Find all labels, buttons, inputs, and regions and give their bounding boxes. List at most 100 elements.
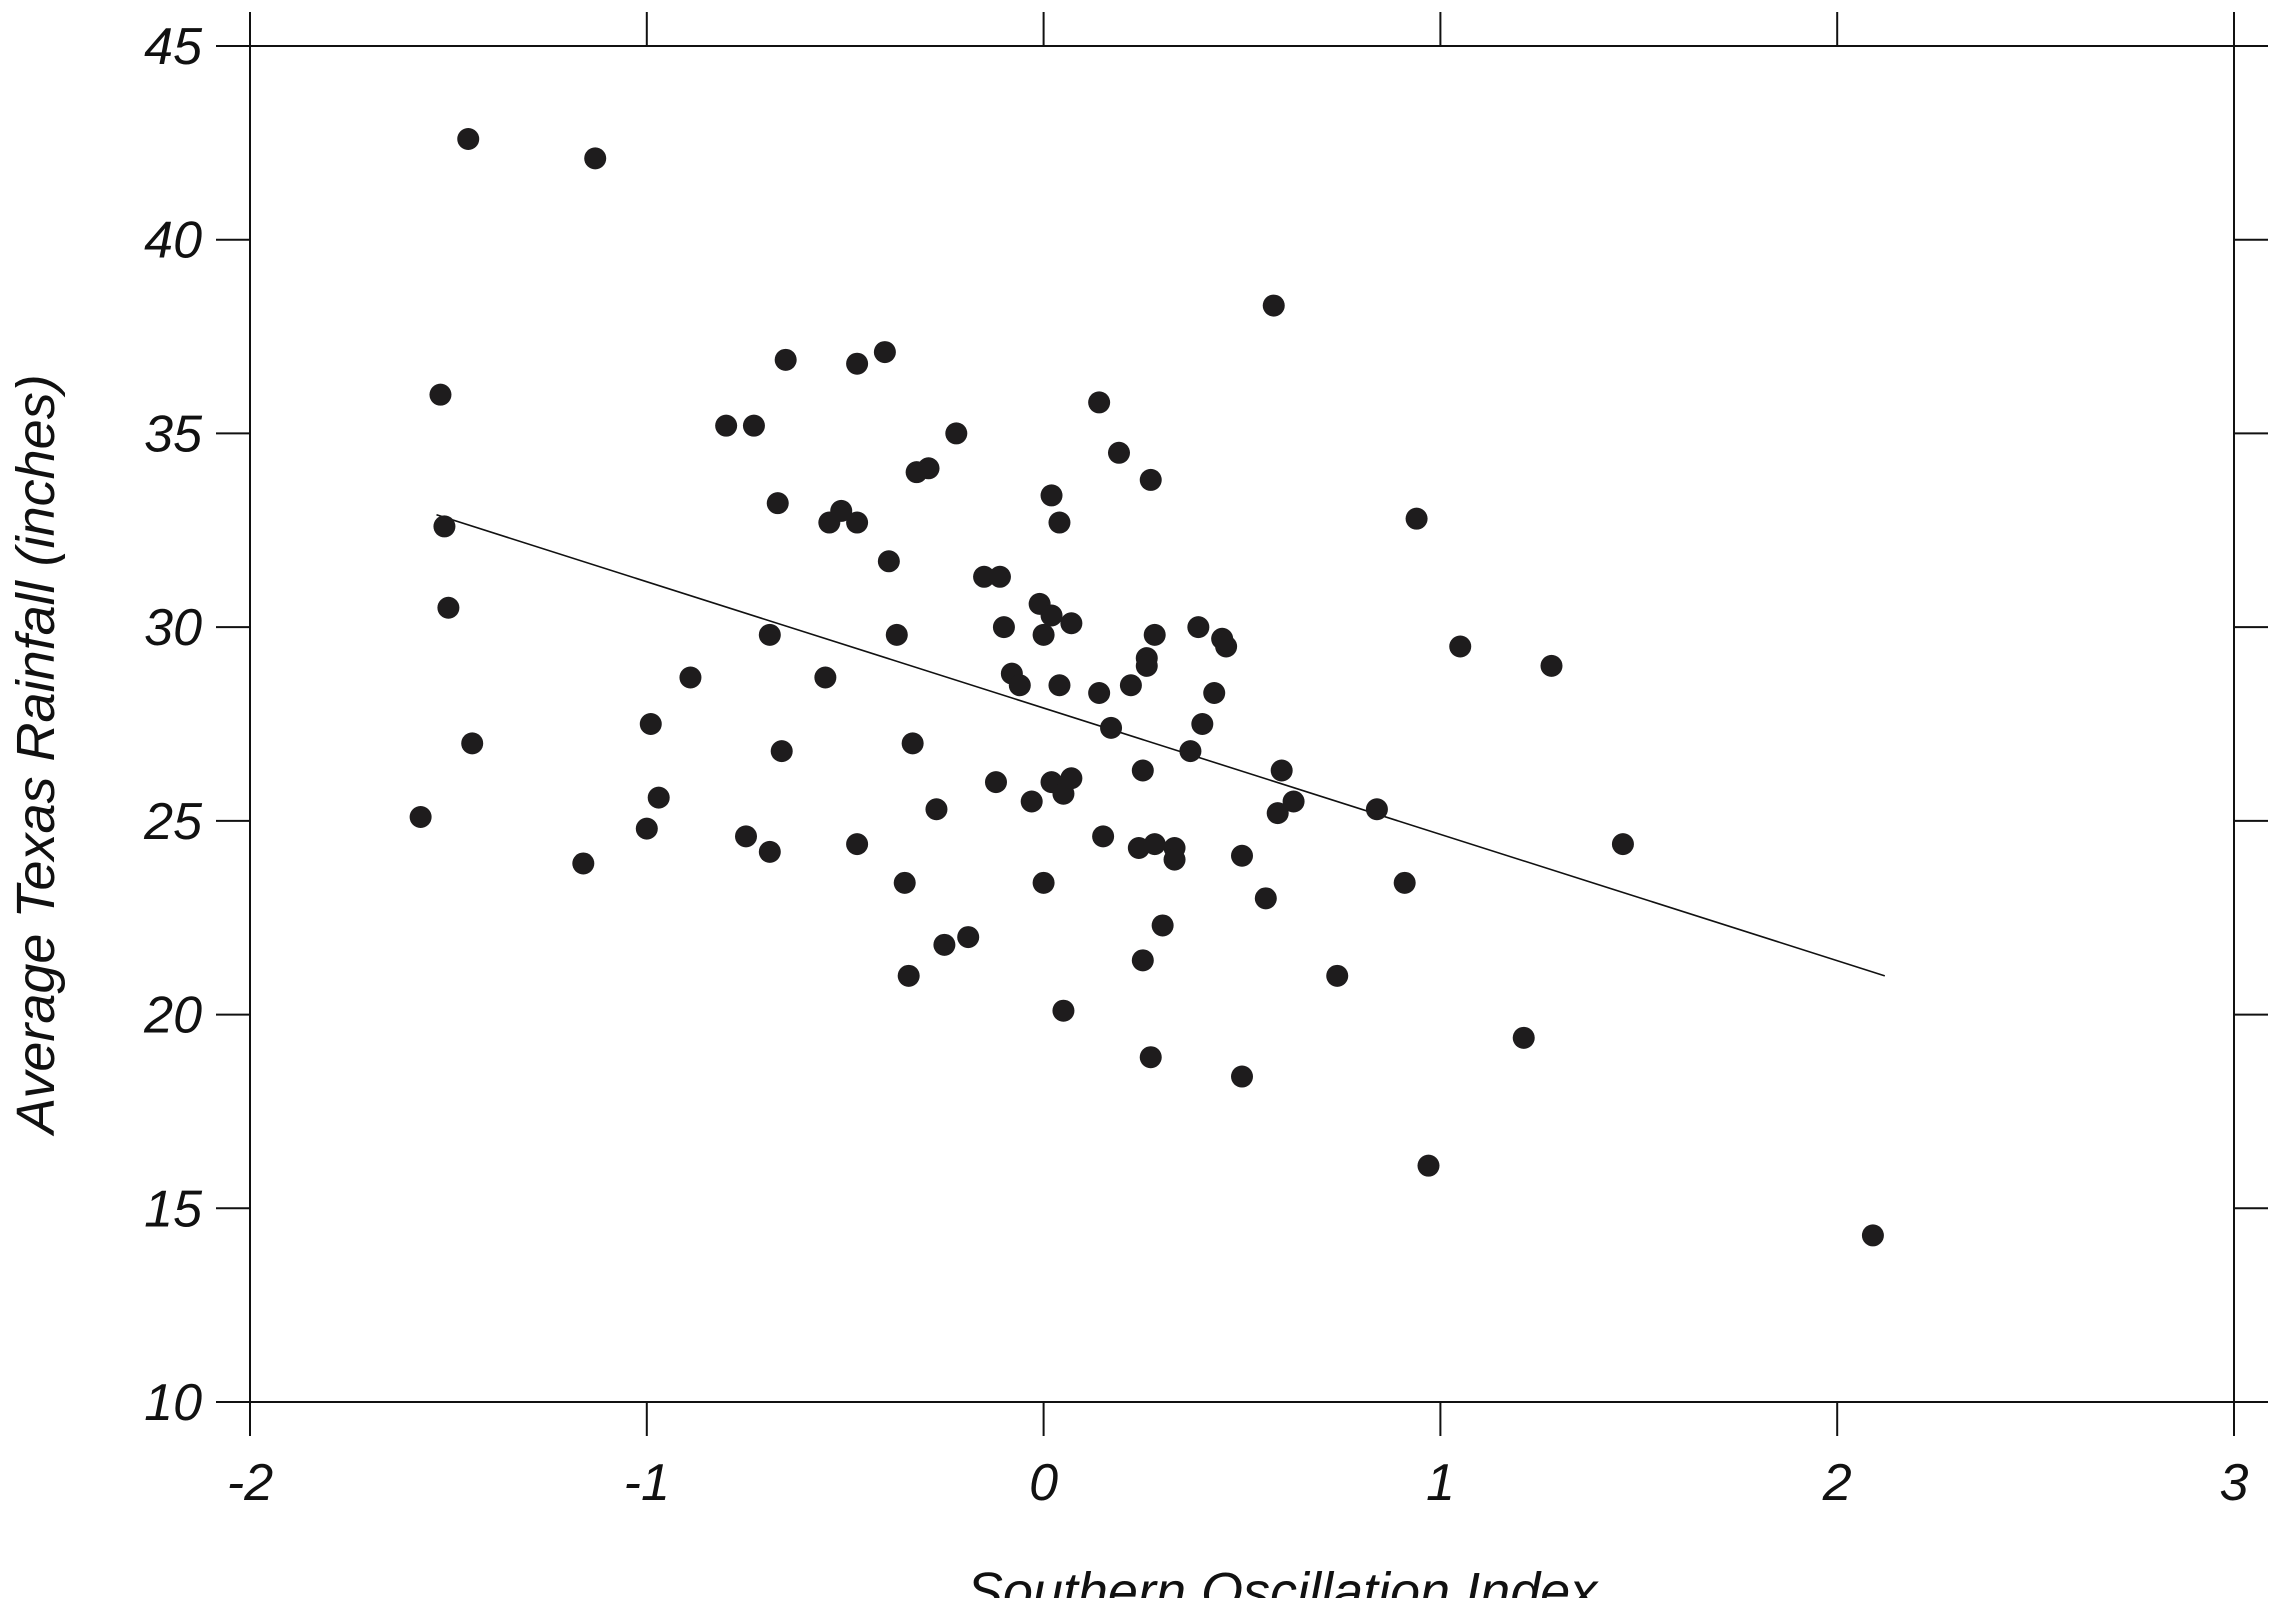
data-point bbox=[1262, 294, 1285, 317]
data-point bbox=[1048, 674, 1071, 697]
data-point bbox=[933, 933, 956, 956]
y-tick-label: 40 bbox=[144, 212, 202, 270]
data-point bbox=[846, 511, 869, 534]
data-point bbox=[945, 422, 968, 445]
data-point bbox=[758, 623, 781, 646]
data-point bbox=[1040, 484, 1063, 507]
data-point bbox=[1060, 767, 1083, 790]
y-tick-label: 45 bbox=[144, 18, 203, 76]
data-points bbox=[409, 127, 1884, 1247]
data-point bbox=[1143, 833, 1166, 856]
data-point bbox=[846, 352, 869, 375]
axis-ticks bbox=[216, 12, 2268, 1436]
x-axis-label: Southern Oscillation Index bbox=[967, 1562, 1599, 1598]
data-point bbox=[635, 817, 658, 840]
data-point bbox=[1540, 654, 1563, 677]
data-point bbox=[1020, 790, 1043, 813]
data-point bbox=[1092, 825, 1115, 848]
tick-labels: -2 -1 0 1 2 3 10 15 20 25 30 35 40 45 bbox=[143, 18, 2248, 1512]
data-point bbox=[1393, 871, 1416, 894]
data-point bbox=[973, 565, 996, 588]
data-point bbox=[1048, 511, 1071, 534]
data-point bbox=[1131, 949, 1154, 972]
y-tick-label: 30 bbox=[144, 599, 202, 657]
data-point bbox=[1139, 468, 1162, 491]
data-point bbox=[1405, 507, 1428, 530]
data-point bbox=[917, 457, 940, 480]
data-point bbox=[1139, 1046, 1162, 1069]
data-point bbox=[1512, 1026, 1535, 1049]
data-point bbox=[1107, 441, 1130, 464]
data-point bbox=[901, 732, 924, 755]
data-point bbox=[1008, 674, 1031, 697]
data-point bbox=[1365, 798, 1388, 821]
data-point bbox=[758, 840, 781, 863]
data-point bbox=[1052, 999, 1075, 1022]
data-point bbox=[1215, 635, 1238, 658]
data-point bbox=[457, 127, 480, 150]
y-axis-label: Average Texas Rainfall (inches) bbox=[6, 374, 66, 1136]
x-tick-label: 0 bbox=[1029, 1454, 1058, 1512]
data-point bbox=[1266, 802, 1289, 825]
data-point bbox=[814, 666, 837, 689]
data-point bbox=[1203, 682, 1226, 705]
data-point bbox=[1143, 623, 1166, 646]
data-point bbox=[1100, 716, 1123, 739]
data-point bbox=[584, 147, 607, 170]
data-point bbox=[770, 740, 793, 763]
y-tick-label: 35 bbox=[144, 405, 203, 463]
x-tick-label: -1 bbox=[624, 1454, 670, 1512]
data-point bbox=[437, 596, 460, 619]
data-point bbox=[766, 492, 789, 515]
data-point bbox=[774, 348, 797, 371]
data-point bbox=[461, 732, 484, 755]
data-point bbox=[877, 550, 900, 573]
y-tick-label: 15 bbox=[144, 1180, 203, 1238]
data-point bbox=[873, 341, 896, 364]
data-point bbox=[1254, 887, 1277, 910]
data-point bbox=[1131, 759, 1154, 782]
data-point bbox=[1032, 871, 1055, 894]
data-point bbox=[742, 414, 765, 437]
data-point bbox=[1032, 623, 1055, 646]
data-point bbox=[715, 414, 738, 437]
data-point bbox=[988, 565, 1011, 588]
plot-frame bbox=[249, 45, 2235, 1403]
data-point bbox=[433, 515, 456, 538]
data-point bbox=[639, 713, 662, 735]
data-point bbox=[897, 964, 920, 987]
x-tick-label: 2 bbox=[1822, 1454, 1852, 1512]
data-point bbox=[1060, 612, 1083, 635]
data-point bbox=[647, 786, 670, 809]
data-point bbox=[1326, 964, 1349, 987]
data-point bbox=[885, 623, 908, 646]
data-point bbox=[1119, 674, 1142, 697]
data-point bbox=[1088, 391, 1111, 414]
data-point bbox=[735, 825, 757, 848]
data-point bbox=[1187, 616, 1210, 639]
data-point bbox=[925, 798, 948, 821]
data-point bbox=[429, 383, 452, 406]
data-point bbox=[1151, 914, 1174, 937]
data-point bbox=[1135, 654, 1158, 677]
data-point bbox=[572, 852, 595, 875]
data-point bbox=[1163, 848, 1186, 871]
data-point bbox=[1611, 833, 1634, 856]
data-point bbox=[984, 771, 1007, 794]
data-point bbox=[893, 871, 916, 894]
data-point bbox=[1231, 844, 1253, 867]
data-point bbox=[409, 805, 432, 828]
data-point bbox=[679, 666, 702, 689]
y-tick-label: 20 bbox=[143, 987, 202, 1045]
x-tick-label: 1 bbox=[1426, 1454, 1455, 1512]
data-point bbox=[1191, 713, 1214, 735]
data-point bbox=[1282, 790, 1305, 813]
y-tick-label: 25 bbox=[143, 793, 203, 851]
data-point bbox=[957, 926, 980, 949]
trend-line bbox=[436, 514, 1886, 977]
data-point bbox=[1417, 1154, 1440, 1177]
x-tick-label: 3 bbox=[2220, 1454, 2249, 1512]
data-point bbox=[1231, 1065, 1253, 1088]
data-point bbox=[1270, 759, 1293, 782]
